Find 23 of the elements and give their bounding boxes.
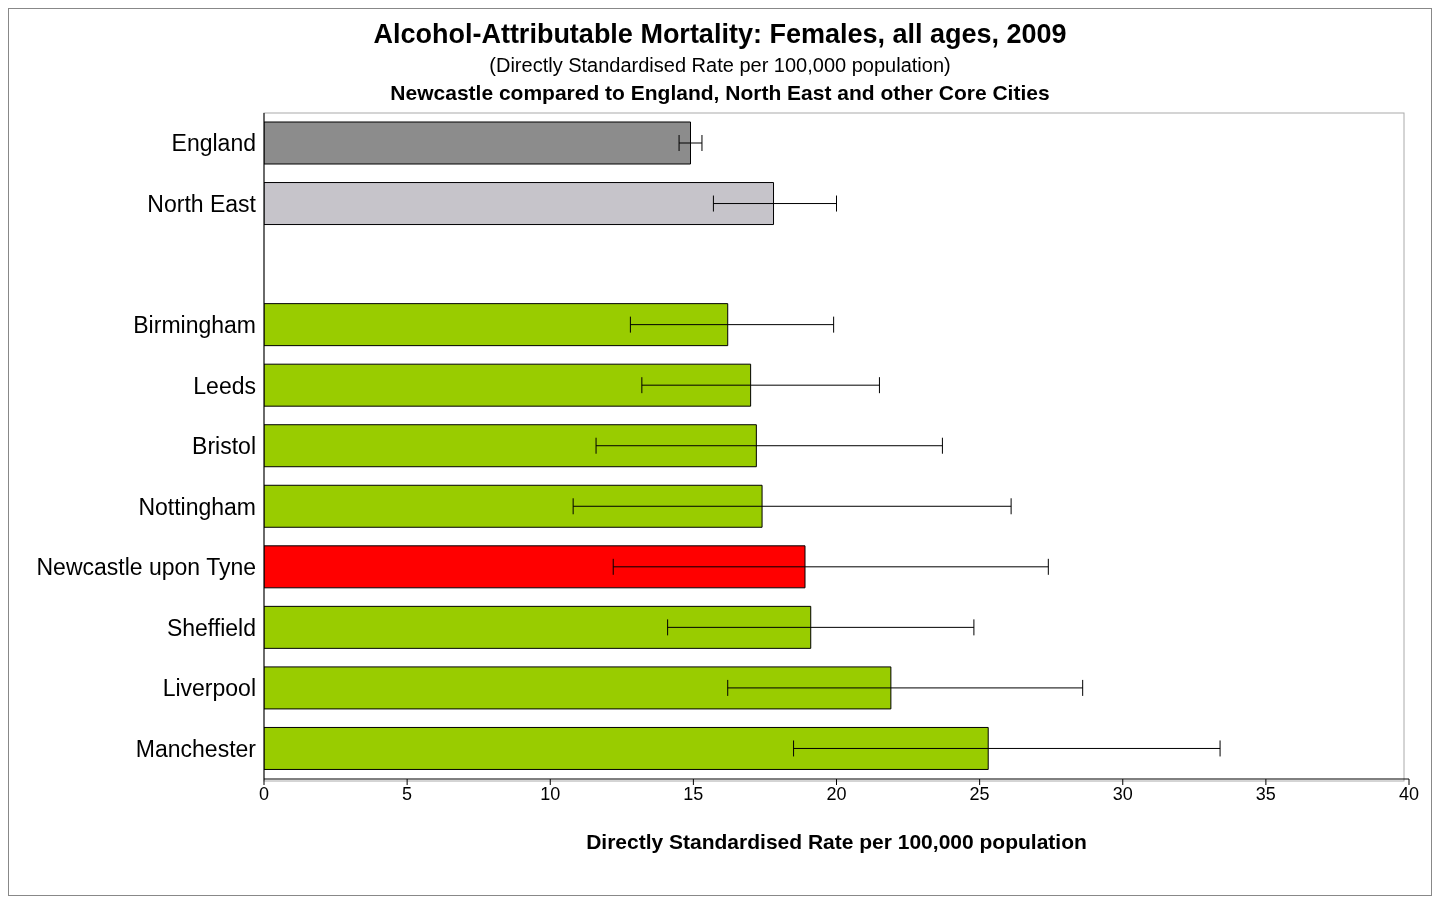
x-tick-label: 5 (402, 783, 413, 804)
y-tick-label: Liverpool (162, 675, 256, 702)
y-tick-label: Manchester (135, 735, 257, 762)
x-tick-label: 0 (258, 783, 270, 804)
y-tick-label: Bristol (192, 433, 256, 460)
y-tick-label: North East (147, 190, 257, 217)
y-tick-label: England (171, 130, 256, 157)
chart-subtitle: (Directly Standardised Rate per 100,000 population) (488, 54, 952, 77)
x-tick-label: 30 (1112, 783, 1133, 804)
y-tick-label: Sheffield (166, 614, 256, 641)
x-tick-label: 15 (683, 783, 704, 804)
chart-title: Alcohol-Attributable Mortality: Females, all ages, 2009 (372, 19, 1068, 50)
x-tick-label: 10 (540, 783, 561, 804)
x-tick-label: 25 (969, 783, 990, 804)
y-tick-label: Birmingham (133, 312, 256, 339)
y-tick-label: Nottingham (138, 493, 256, 520)
x-tick-label: 35 (1255, 783, 1276, 804)
x-tick-label: 40 (1398, 783, 1420, 804)
x-tick-label: 20 (826, 783, 847, 804)
y-tick-label: Leeds (193, 372, 256, 399)
x-axis-title: Directly Standardised Rate per 100,000 population (586, 830, 1087, 853)
y-tick-label: Newcastle upon Tyne (36, 554, 256, 581)
text: Newcastle compared to England, North East and other Core Cities (389, 81, 1051, 105)
